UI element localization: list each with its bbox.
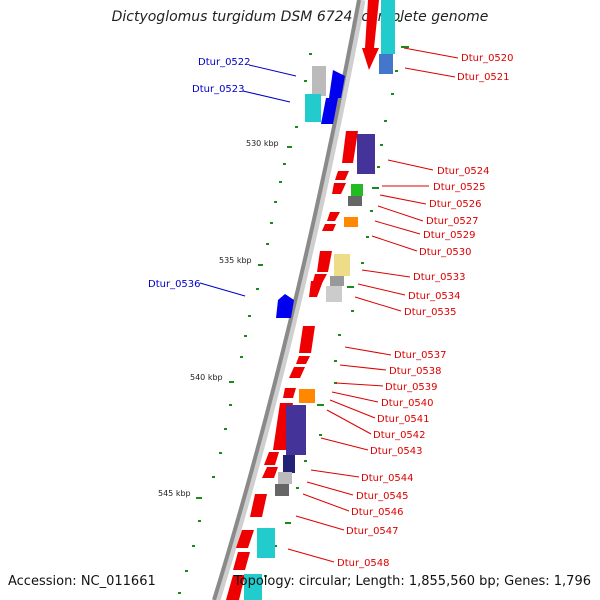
gene-extra-1 [233, 552, 250, 570]
gene-Dtur_0539 [289, 367, 305, 378]
tick-label-530: 530 kbp [246, 139, 279, 148]
gene-Dtur_0530 [322, 224, 336, 231]
cog-0533 [334, 254, 350, 276]
gene-extra-2 [226, 575, 245, 600]
gene-label: Dtur_0522 [198, 57, 251, 68]
leader-lines-blue [199, 64, 297, 297]
cog-0520 [381, 0, 395, 54]
gene-Dtur_0526 [332, 183, 346, 194]
cog-0548a [257, 528, 275, 558]
gene-label: Dtur_0520 [461, 53, 514, 64]
gene-label: Dtur_0527 [426, 216, 479, 227]
accession-info: Accession: NC_011661 [8, 574, 156, 589]
cog-0545 [278, 472, 292, 484]
gene-Dtur_0524 [342, 131, 358, 163]
cog-0542 [286, 405, 306, 455]
gene-Dtur_0548 [236, 530, 254, 548]
gene-label: Dtur_0545 [356, 491, 409, 502]
cog-0548b [244, 574, 262, 600]
backbone-shadow [213, 0, 366, 600]
gene-label: Dtur_0524 [437, 166, 490, 177]
gene-label: Dtur_0521 [457, 72, 510, 83]
cog-0543 [283, 455, 295, 473]
cog-0526a [351, 184, 363, 196]
gene-Dtur_0537 [299, 326, 315, 353]
gc-track-inner [264, 20, 409, 577]
gene-label: Dtur_0544 [361, 473, 414, 484]
gene-label: Dtur_0543 [370, 446, 423, 457]
gene-Dtur_0522 [329, 70, 345, 98]
gene-Dtur_0545 [262, 467, 278, 478]
gene-label: Dtur_0538 [389, 366, 442, 377]
cog-0529 [344, 217, 358, 227]
gene-label: Dtur_0548 [337, 558, 390, 569]
gene-label: Dtur_0526 [429, 199, 482, 210]
cog-0534 [330, 276, 344, 286]
gene-label: Dtur_0533 [413, 272, 466, 283]
cog-0524 [357, 134, 375, 174]
cog-0521 [379, 54, 393, 74]
gene-label: Dtur_0542 [373, 430, 426, 441]
cog-0522 [312, 66, 326, 96]
leader-lines-red [287, 47, 459, 563]
gene-Dtur_0535 [309, 281, 323, 297]
gene-Dtur_0547 [250, 494, 267, 517]
gene-label: Dtur_0529 [423, 230, 476, 241]
gene-label: Dtur_0541 [377, 414, 430, 425]
gene-label: Dtur_0539 [385, 382, 438, 393]
cog-0546 [275, 484, 289, 496]
gene-label: Dtur_0546 [351, 507, 404, 518]
gene-Dtur_0523 [321, 98, 338, 124]
gc-track-outer [178, 53, 312, 594]
cog-0523 [305, 94, 321, 122]
gene-Dtur_0527 [327, 212, 340, 221]
reverse-genes [276, 70, 345, 318]
gene-label: Dtur_0535 [404, 307, 457, 318]
gene-label: Dtur_0540 [381, 398, 434, 409]
cog-blocks [244, 0, 395, 600]
gene-Dtur_0520 [362, 0, 379, 70]
tick-label-540: 540 kbp [190, 373, 223, 382]
forward-genes [226, 0, 379, 600]
tick-label-535: 535 kbp [219, 256, 252, 265]
cog-0535 [326, 286, 342, 302]
gene-Dtur_0533 [317, 251, 332, 272]
cog-0540 [299, 389, 315, 403]
gene-Dtur_0544 [264, 452, 279, 465]
tick-labels: 530 kbp 535 kbp 540 kbp 545 kbp [158, 139, 279, 498]
gene-label: Dtur_0530 [419, 247, 472, 258]
gene-Dtur_0538 [296, 356, 310, 364]
topology-info: Topology: circular; Length: 1,855,560 bp… [233, 574, 591, 589]
gene-Dtur_0525 [335, 171, 349, 180]
tick-label-545: 545 kbp [158, 489, 191, 498]
gene-Dtur_0536 [276, 294, 294, 318]
gene-label: Dtur_0547 [346, 526, 399, 537]
cog-0526b [348, 196, 362, 206]
gene-label: Dtur_0525 [433, 182, 486, 193]
gene-label: Dtur_0536 [148, 279, 201, 290]
gene-labels: Dtur_0520 Dtur_0521 Dtur_0522 Dtur_0523 … [148, 53, 514, 569]
gene-label: Dtur_0534 [408, 291, 461, 302]
gene-label: Dtur_0537 [394, 350, 447, 361]
gene-label: Dtur_0523 [192, 84, 245, 95]
gene-Dtur_0541 [283, 388, 296, 398]
